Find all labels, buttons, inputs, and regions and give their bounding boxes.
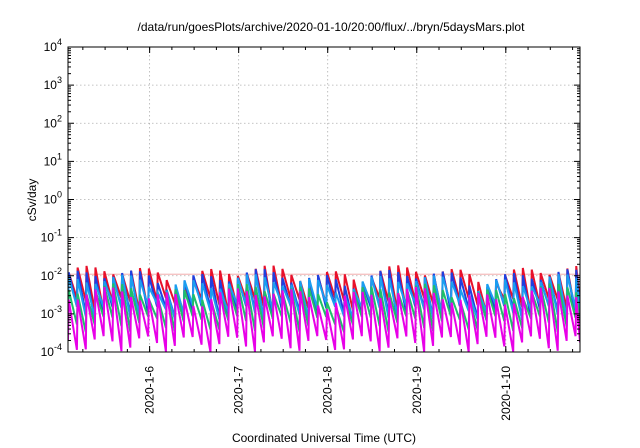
ticks: 10-4 10-3 10-2 10-1 100 101 102 103 104 2020-1-6 2… (41, 37, 580, 421)
x-tick-label: 2020-1-10 (499, 366, 513, 421)
y-tick-label: 103 (44, 75, 62, 92)
x-tick-label: 2020-1-7 (232, 366, 246, 414)
y-tick-label: 101 (44, 151, 62, 168)
x-tick-label: 2020-1-6 (143, 366, 157, 414)
x-axis-title: Coordinated Universal Time (UTC) (232, 431, 416, 445)
y-tick-label: 102 (44, 113, 62, 130)
x-tick-label: 2020-1-9 (410, 366, 424, 414)
series-layer (68, 265, 580, 352)
chart-title: /data/run/goesPlots/archive/2020-01-10/2… (138, 20, 526, 34)
y-tick-label: 10-4 (41, 342, 62, 359)
y-tick-label: 10-3 (41, 304, 62, 321)
y-tick-label: 100 (44, 190, 62, 207)
x-tick-label: 2020-1-8 (321, 366, 335, 414)
grid (68, 47, 580, 352)
series-line-4 (68, 286, 580, 352)
y-tick-label: 104 (44, 37, 62, 54)
y-tick-label: 10-2 (41, 266, 62, 283)
y-axis-title: cSv/day (25, 179, 39, 222)
y-tick-label: 10-1 (41, 228, 62, 245)
